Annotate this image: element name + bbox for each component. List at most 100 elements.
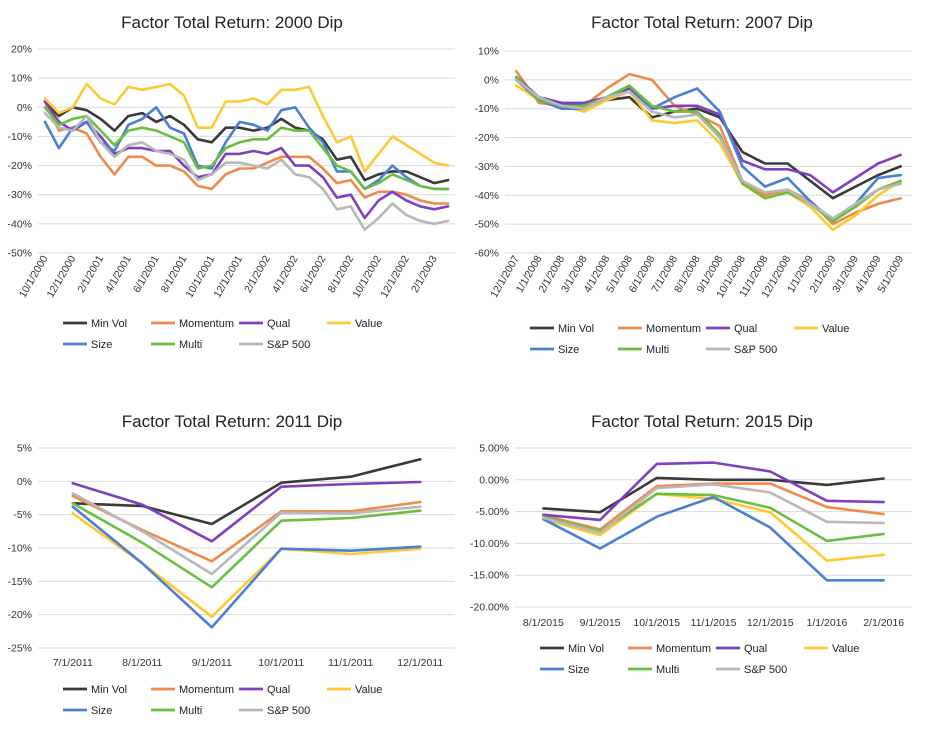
series-line-multi — [71, 501, 422, 589]
y-tick-label: 0% — [17, 476, 32, 488]
legend-label: Multi — [656, 664, 679, 676]
legend-label: Qual — [267, 318, 290, 330]
series-line-min-vol — [71, 457, 422, 526]
chart-title: Factor Total Return: 2007 Dip — [591, 13, 813, 32]
x-tick-label: 9/1/2011 — [192, 657, 232, 669]
legend-item: Min Vol — [63, 684, 127, 696]
y-tick-label: -10% — [474, 103, 499, 115]
y-tick-label: -20% — [7, 160, 32, 172]
series-line-value — [514, 84, 903, 232]
series-line-value — [43, 82, 450, 173]
series-line-qual — [514, 75, 903, 194]
chart-title: Factor Total Return: 2015 Dip — [591, 412, 813, 431]
legend-label: Qual — [744, 643, 767, 655]
legend-label: Size — [91, 339, 112, 351]
y-tick-label: -60% — [474, 248, 499, 260]
y-tick-label: -30% — [7, 189, 32, 201]
y-tick-label: -20.00% — [470, 602, 509, 614]
y-tick-label: -20% — [7, 609, 32, 621]
legend-label: Qual — [267, 684, 290, 696]
x-tick-label: 11/1/2015 — [691, 617, 737, 629]
y-tick-label: -15% — [7, 576, 32, 588]
legend-item: Value — [327, 684, 382, 696]
legend-label: Min Vol — [91, 684, 127, 696]
x-tick-label: 2/1/2016 — [863, 617, 904, 629]
y-tick-label: 0% — [484, 74, 499, 86]
legend-label: Momentum — [179, 684, 234, 696]
y-tick-label: 10% — [478, 46, 499, 58]
legend-label: Size — [91, 705, 112, 717]
legend-item: Qual — [706, 323, 757, 335]
legend-item: Momentum — [628, 643, 711, 655]
legend-label: Momentum — [179, 318, 234, 330]
legend-item: Min Vol — [540, 643, 604, 655]
x-tick-label: 9/1/2015 — [580, 617, 621, 629]
legend-label: Value — [355, 318, 382, 330]
legend-label: Value — [822, 323, 849, 335]
legend-item: Min Vol — [530, 323, 594, 335]
legend-item: Value — [794, 323, 849, 335]
series-line-value — [71, 511, 422, 619]
series-line-min-vol — [43, 100, 450, 185]
y-tick-label: 5% — [17, 443, 32, 455]
legend-label: S&P 500 — [267, 705, 310, 717]
y-tick-label: -10.00% — [470, 538, 509, 550]
x-tick-label: 8/1/2002 — [326, 253, 357, 295]
legend-label: Qual — [734, 323, 757, 335]
y-tick-label: 0.00% — [479, 474, 509, 486]
series-line-qual — [542, 461, 885, 522]
legend-item: Qual — [716, 643, 767, 655]
x-tick-label: 10/1/2015 — [633, 617, 680, 629]
y-tick-label: -5% — [13, 509, 32, 521]
legend-item: Momentum — [151, 318, 234, 330]
series-line-size — [71, 505, 422, 629]
legend-item: Size — [530, 344, 579, 356]
legend-label: Value — [832, 643, 859, 655]
legend-item: Size — [63, 705, 112, 717]
series-line-size — [542, 495, 885, 582]
legend-label: Multi — [646, 344, 669, 356]
legend-item: Multi — [151, 339, 202, 351]
legend-item: S&P 500 — [239, 705, 310, 717]
series-line-qual — [71, 480, 422, 543]
legend-item: Value — [327, 318, 382, 330]
y-tick-label: -50% — [7, 248, 32, 260]
legend-label: Momentum — [646, 323, 701, 335]
legend-item: Multi — [618, 344, 669, 356]
x-tick-label: 8/1/2015 — [523, 617, 564, 629]
series-line-momentum — [43, 100, 450, 205]
series-line-s-p-500 — [71, 491, 422, 576]
series-line-momentum — [514, 69, 903, 226]
y-tick-label: -10% — [7, 131, 32, 143]
x-tick-label: 8/1/2001 — [159, 253, 190, 295]
legend-item: S&P 500 — [706, 344, 777, 356]
legend-item: Multi — [628, 664, 679, 676]
legend-label: Min Vol — [558, 323, 594, 335]
series-line-multi — [514, 75, 903, 223]
y-tick-label: -20% — [474, 132, 499, 144]
chart-panel-1: Factor Total Return: 2000 Dip -50% -40% -30… — [7, 13, 455, 351]
series-line-multi — [43, 106, 450, 191]
series-line-value — [542, 492, 885, 562]
legend-item: S&P 500 — [716, 664, 787, 676]
chart-panel-3: Factor Total Return: 2011 Dip -25% -20% -15… — [7, 412, 455, 717]
y-tick-label: 20% — [11, 44, 32, 56]
legend-label: S&P 500 — [744, 664, 787, 676]
chart-panel-2: Factor Total Return: 2007 Dip -60% -50% -40… — [474, 13, 912, 356]
x-tick-label: 6/1/2001 — [131, 253, 162, 295]
y-tick-label: -40% — [474, 190, 499, 202]
legend-label: Multi — [179, 339, 202, 351]
legend-label: Multi — [179, 705, 202, 717]
x-tick-label: 10/1/2011 — [258, 657, 304, 669]
x-tick-label: 12/1/2011 — [397, 657, 443, 669]
x-tick-label: 12/1/2007 — [488, 253, 522, 300]
y-tick-label: 5.00% — [479, 443, 509, 455]
y-tick-label: -5.00% — [476, 506, 509, 518]
legend-item: Momentum — [151, 684, 234, 696]
legend-label: Size — [568, 664, 589, 676]
x-tick-label: 4/1/2002 — [270, 253, 301, 295]
x-tick-label: 2/1/2003 — [409, 253, 440, 295]
y-tick-label: -50% — [474, 219, 499, 231]
legend-item: Size — [540, 664, 589, 676]
